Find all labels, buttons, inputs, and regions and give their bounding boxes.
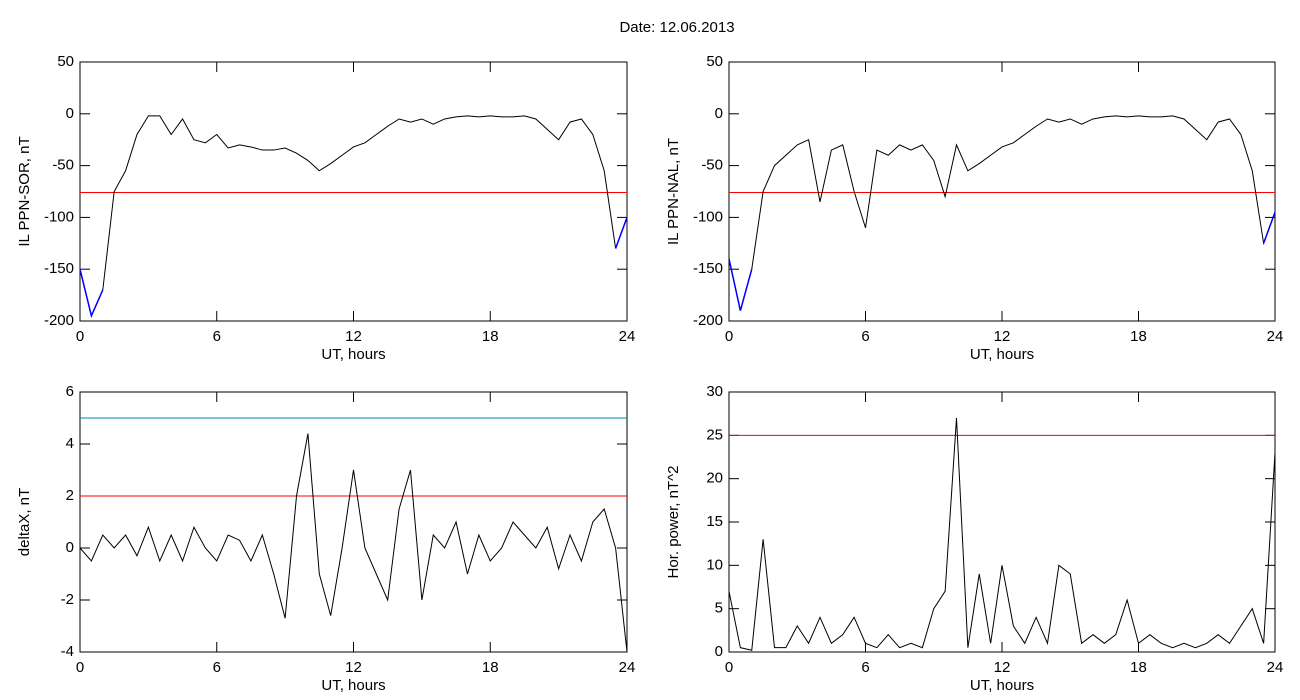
x-tick-label: 6 [861,328,869,345]
y-tick-label: 50 [706,53,723,70]
x-tick-label: 24 [1267,659,1284,676]
data-line [728,115,1276,311]
y-tick-label: -2 [61,591,74,608]
plot-frame [728,61,1276,322]
y-tick-label: -150 [44,260,74,277]
figure-title: Date: 12.06.2013 [619,19,734,36]
y-tick-label: 0 [66,539,74,556]
x-axis-label: UT, hours [970,346,1034,363]
y-tick-label: 0 [715,643,723,660]
x-axis-label: UT, hours [321,677,385,694]
x-tick-label: 0 [725,328,733,345]
y-tick-label: -4 [61,643,74,660]
x-tick-label: 18 [1130,328,1147,345]
data-line [728,417,1276,651]
y-tick-label: -200 [693,312,723,329]
y-tick-label: 2 [66,487,74,504]
y-tick-label: 5 [715,600,723,617]
y-tick-label: 0 [66,105,74,122]
x-tick-label: 0 [76,328,84,345]
x-tick-label: 18 [1130,659,1147,676]
y-tick-label: -50 [52,157,74,174]
x-tick-label: 12 [994,328,1011,345]
y-tick-label: 10 [706,556,723,573]
y-tick-label: 4 [66,435,74,452]
x-axis-label: UT, hours [970,677,1034,694]
data-line [79,433,628,653]
x-tick-label: 0 [76,659,84,676]
x-tick-label: 12 [994,659,1011,676]
y-tick-label: -100 [44,208,74,225]
x-tick-label: 12 [345,328,362,345]
y-axis-label: IL PPN-NAL, nT [665,138,682,245]
y-tick-label: -50 [701,157,723,174]
x-tick-label: 6 [861,659,869,676]
x-axis-label: UT, hours [321,346,385,363]
y-axis-label: Hor. power, nT^2 [665,466,682,579]
y-tick-label: 30 [706,383,723,400]
y-tick-label: 20 [706,470,723,487]
y-tick-label: 50 [57,53,74,70]
x-tick-label: 24 [1267,328,1284,345]
x-tick-label: 12 [345,659,362,676]
x-tick-label: 18 [482,328,499,345]
y-tick-label: -100 [693,208,723,225]
y-axis-label: IL PPN-SOR, nT [16,136,33,246]
below-threshold-line [79,217,628,319]
x-tick-label: 24 [619,328,636,345]
y-tick-label: -200 [44,312,74,329]
y-tick-label: 25 [706,426,723,443]
x-tick-label: 24 [619,659,636,676]
plot-frame [728,391,1276,653]
x-tick-label: 0 [725,659,733,676]
below-threshold-line [728,211,1276,311]
x-tick-label: 6 [213,328,221,345]
x-tick-label: 18 [482,659,499,676]
y-axis-label: deltaX, nT [16,488,33,556]
y-tick-label: 0 [715,105,723,122]
plot-frame [79,391,628,653]
plot-frame [79,61,628,322]
x-tick-label: 6 [213,659,221,676]
y-tick-label: 6 [66,383,74,400]
y-tick-label: -150 [693,260,723,277]
y-tick-label: 15 [706,513,723,530]
data-line [79,115,628,318]
